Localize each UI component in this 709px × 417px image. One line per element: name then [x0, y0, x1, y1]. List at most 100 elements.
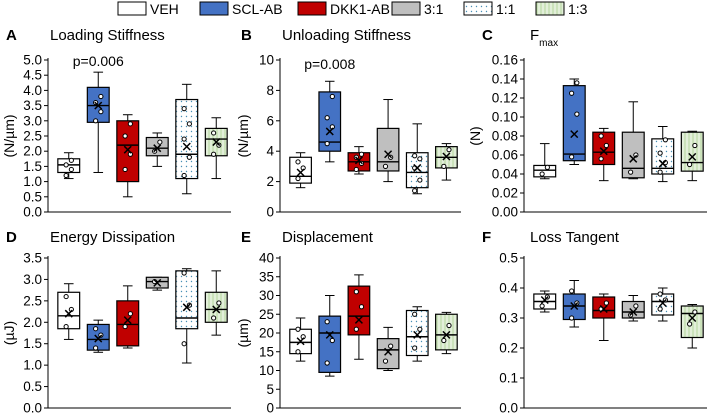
- data-point: [358, 304, 365, 310]
- y-tick-label: 3.5: [23, 251, 42, 266]
- data-point: [574, 111, 580, 117]
- title-main: Loss Tangent: [530, 229, 620, 246]
- mean-marker: [384, 347, 393, 356]
- y-tick-label: 15: [259, 344, 274, 359]
- legend-swatch: [391, 1, 421, 16]
- box-veh: [57, 152, 81, 180]
- y-tick-label: 40: [259, 251, 274, 266]
- mean-marker: [688, 313, 697, 323]
- y-tick-label: 0.02: [492, 186, 518, 201]
- y-tick-label: 3.5: [23, 98, 42, 113]
- data-point: [216, 300, 222, 306]
- y-tick-label: 0.14: [492, 72, 519, 87]
- data-point: [324, 319, 330, 325]
- mean-marker: [123, 145, 132, 154]
- panel-C: C Fmax 0.00 0.02 0.04 0.06 0.08 0.10 0.12 0.14 0.1…: [467, 27, 707, 220]
- data-point: [412, 153, 418, 159]
- data-point: [628, 169, 634, 175]
- title-main: Loading Stiffness: [50, 27, 165, 44]
- legend-swatch: [297, 1, 327, 16]
- box-body: [680, 305, 704, 339]
- data-point: [382, 358, 389, 364]
- legend-item: 1:1: [463, 1, 516, 17]
- box-body: [621, 300, 645, 319]
- box-body: [57, 291, 81, 330]
- data-point: [98, 109, 104, 115]
- box-body: [592, 131, 616, 166]
- y-tick-label: 0: [266, 205, 274, 220]
- data-point: [358, 151, 365, 157]
- box-body: [175, 270, 199, 330]
- box-body: [204, 291, 228, 323]
- mean-marker: [296, 337, 305, 346]
- data-point: [417, 177, 423, 183]
- box-body: [347, 285, 371, 336]
- data-point: [569, 90, 575, 96]
- box-body: [318, 315, 342, 373]
- data-point: [569, 154, 575, 160]
- panel-letter: D: [6, 229, 17, 246]
- y-tick-label: 3.0: [23, 272, 42, 287]
- box-1-1: [405, 123, 429, 195]
- data-point: [68, 157, 74, 163]
- legend-label: 1:1: [496, 1, 516, 17]
- data-point: [211, 315, 217, 321]
- mean-marker: [296, 168, 305, 177]
- mean-marker: [325, 330, 334, 339]
- y-tick-label: 5.0: [23, 53, 42, 68]
- box-scl-ab: [562, 78, 586, 165]
- y-tick-label: 0.04: [492, 167, 519, 182]
- panel-E: E Displacement 0 5 10 15 20 25 30 35 40 (µm): [235, 229, 461, 416]
- legend-swatch: [535, 1, 565, 16]
- data-point: [598, 133, 604, 139]
- y-tick-label: 0.16: [492, 53, 518, 68]
- box-body: [592, 296, 616, 319]
- panel-title: Fmax: [530, 27, 558, 49]
- box-1-3: [204, 270, 228, 336]
- data-point: [412, 345, 418, 351]
- y-tick-label: 2: [266, 174, 274, 189]
- panel-letter: C: [482, 27, 493, 44]
- mean-marker: [688, 152, 697, 161]
- mean-marker: [64, 309, 73, 318]
- mean-marker: [599, 304, 608, 314]
- panel-F: F Loss Tangent 0.0 0.1 0.2 0.3 0.4 0.5: [482, 229, 707, 416]
- y-tick-label: 0.5: [499, 251, 518, 266]
- legend-swatch: [463, 1, 493, 16]
- data-point: [186, 121, 192, 127]
- data-point: [657, 291, 663, 297]
- data-point: [122, 323, 128, 330]
- box-scl-ab: [318, 80, 342, 163]
- mean-marker: [658, 159, 667, 168]
- panel-letter: B: [241, 27, 252, 44]
- box-3-1: [621, 295, 645, 322]
- data-point: [324, 360, 330, 366]
- legend-item: VEH: [117, 1, 179, 17]
- box-body: [376, 127, 400, 172]
- box-scl-ab: [86, 319, 110, 353]
- data-point: [574, 80, 580, 86]
- box-body: [651, 138, 675, 175]
- mean-marker: [212, 305, 221, 314]
- box-body: [533, 164, 557, 178]
- data-point: [63, 172, 69, 179]
- panel-D: D Energy Dissipation 0.0 0.5 1.0 1.5 2.0 2.5 3.0…: [1, 229, 231, 416]
- legend-item: DKK1-AB: [297, 1, 390, 17]
- legend-label: SCL-AB: [232, 1, 283, 17]
- y-tick-label: 0.1: [499, 371, 518, 386]
- y-axis-label: (N): [467, 126, 483, 145]
- y-axis-label: (N/µm): [235, 114, 251, 157]
- data-point: [417, 156, 423, 162]
- data-point: [692, 309, 698, 315]
- y-tick-label: 2.0: [23, 144, 42, 159]
- data-point: [417, 326, 423, 332]
- data-point: [382, 163, 389, 169]
- legend-item: 1:3: [535, 1, 588, 17]
- chart-panels: A Loading Stiffness0.00.51.01.52.02.53.03…: [1, 27, 707, 416]
- box-3-1: [621, 101, 645, 180]
- y-tick-label: 20: [259, 326, 274, 341]
- box-1-1: [175, 268, 199, 364]
- y-tick-label: 4.0: [23, 83, 42, 98]
- y-tick-label: 0.0: [23, 401, 42, 416]
- data-point: [353, 289, 359, 295]
